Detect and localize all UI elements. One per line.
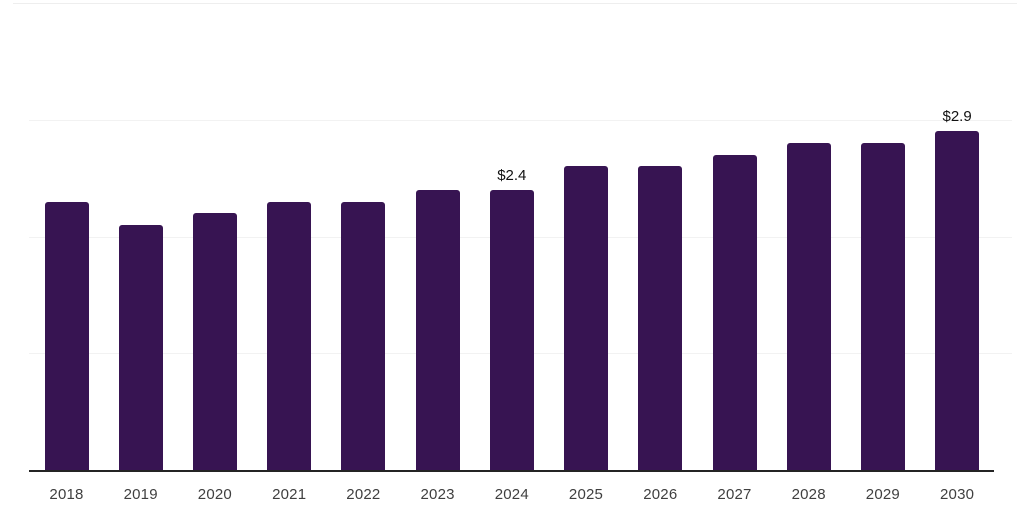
gridline-4	[13, 3, 1017, 4]
x-axis-label-2025: 2025	[568, 486, 604, 503]
bar-2019	[118, 224, 163, 470]
x-axis-label-2022: 2022	[346, 486, 381, 503]
bar-2024	[489, 189, 534, 470]
x-axis-label-2021: 2021	[272, 486, 307, 503]
gridline-3	[29, 119, 1012, 121]
bar-2021	[267, 201, 312, 470]
bar-2025	[564, 166, 608, 470]
bar-2026	[638, 166, 683, 470]
x-axis-label-2018: 2018	[49, 486, 84, 503]
bar-2018	[44, 201, 89, 470]
bar-2022	[341, 201, 386, 470]
x-axis-line	[29, 470, 994, 472]
bar-value-label-2024: $2.4	[497, 166, 527, 184]
bar-value-label-2030: $2.9	[942, 108, 972, 126]
x-axis-label-2026: 2026	[643, 486, 678, 503]
x-axis-label-2020: 2020	[197, 486, 232, 503]
x-axis-label-2023: 2023	[420, 486, 455, 503]
x-axis-label-2027: 2027	[717, 486, 752, 503]
bar-2028	[786, 143, 831, 470]
x-axis-label-2030: 2030	[940, 486, 975, 503]
x-axis-label-2029: 2029	[865, 486, 900, 503]
bar-2023	[415, 189, 460, 470]
x-axis-label-2019: 2019	[123, 486, 158, 503]
bar-2020	[192, 213, 237, 470]
x-axis-label-2024: 2024	[494, 486, 529, 503]
bar-2027	[712, 154, 757, 470]
bar-2029	[860, 143, 905, 470]
x-axis-label-2028: 2028	[791, 486, 826, 503]
bar-2030	[935, 131, 980, 470]
